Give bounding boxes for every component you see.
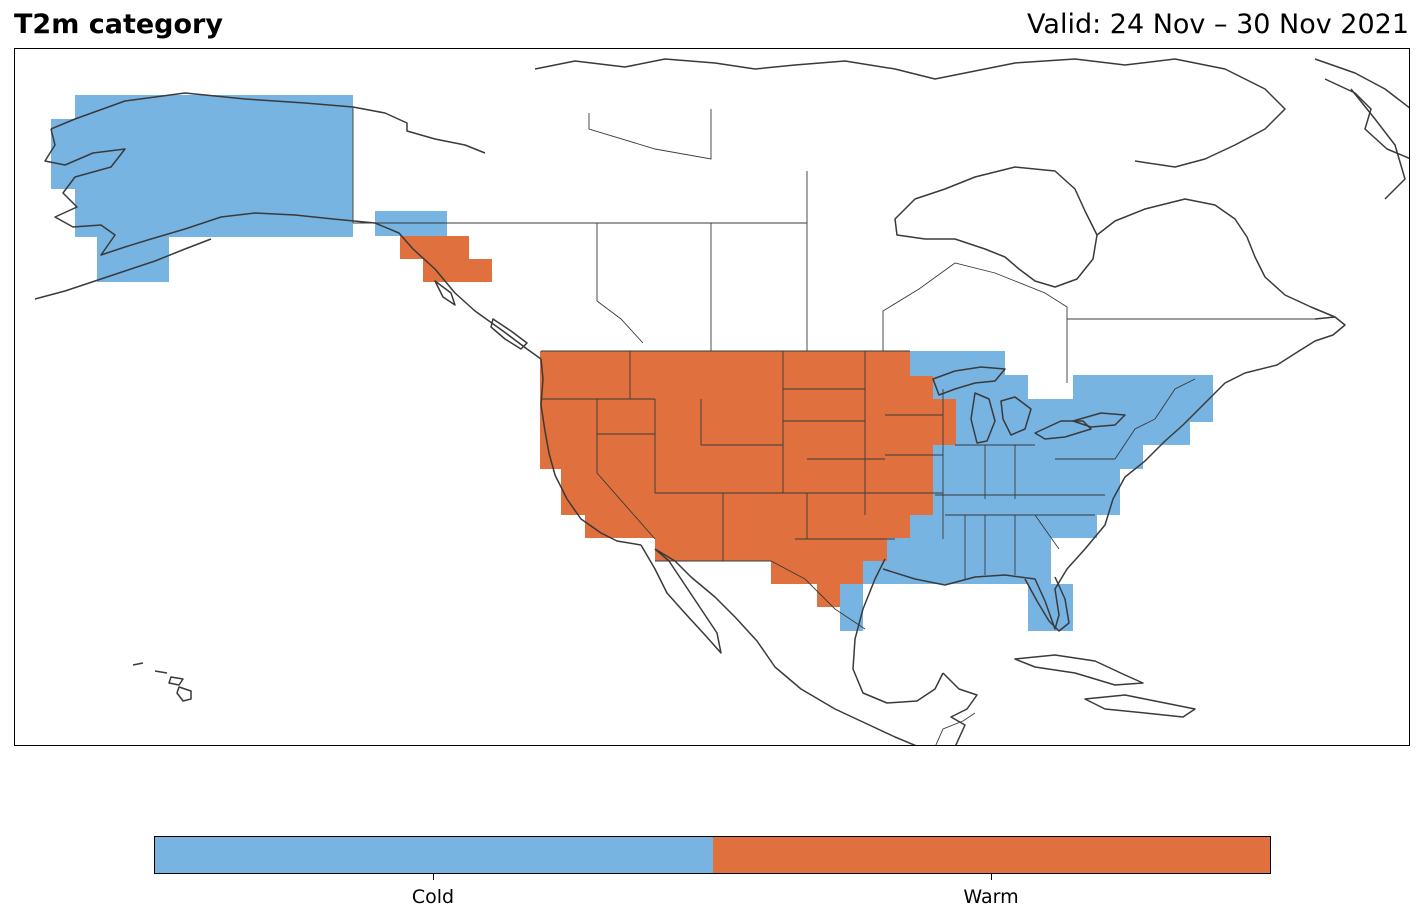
- colorbar-label-warm: Warm: [963, 886, 1019, 908]
- cold-region-alaska-south: [97, 237, 169, 282]
- cold-region-panhandle: [375, 211, 447, 236]
- colorbar-warm-segment: [712, 837, 1270, 873]
- warm-region-bc-coast: [400, 236, 492, 282]
- colorbar-cold-segment: [155, 837, 713, 873]
- map-title: T2m category: [14, 9, 223, 40]
- political-borders: [352, 107, 1315, 745]
- warm-region-conus: [540, 351, 956, 607]
- colorbar-tick-cold: [433, 874, 434, 880]
- valid-period: Valid: 24 Nov – 30 Nov 2021: [1027, 9, 1409, 40]
- cold-region-alaska: [51, 95, 353, 237]
- map-canvas: [34, 58, 1409, 745]
- colorbar-label-cold: Cold: [411, 886, 455, 908]
- category-colorbar: [154, 836, 1271, 874]
- map-panel: [14, 48, 1410, 746]
- category-grid: [51, 95, 1213, 631]
- coastlines: [34, 58, 1409, 745]
- colorbar-tick-warm: [991, 874, 992, 880]
